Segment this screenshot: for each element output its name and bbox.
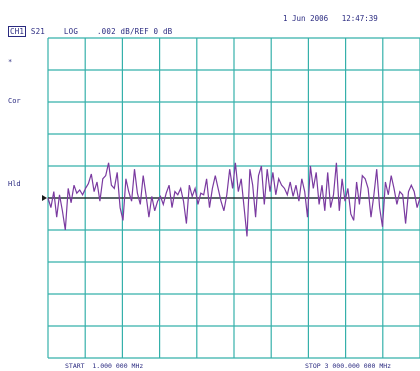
marker-indicator: * (8, 58, 13, 66)
format-label: LOG (63, 27, 79, 36)
measurement-trace (47, 162, 420, 237)
stop-frequency: STOP 3 000.000 000 MHz (305, 362, 392, 370)
scale-label: .002 dB/ (96, 27, 135, 36)
start-frequency: START 1.000 000 MHz (65, 362, 144, 370)
date-label: 1 Jun 2006 (283, 14, 329, 23)
correction-indicator: Cor (8, 97, 21, 105)
channel-indicator: CH1 (8, 26, 27, 37)
timestamp: 1 Jun 2006 12:47:39 (283, 14, 378, 23)
time-label: 12:47:39 (341, 14, 378, 23)
reference-marker-icon (42, 195, 47, 201)
hold-indicator: Hld (8, 180, 21, 188)
channel-status-line: CH1 S21 LOG .002 dB/REF 0 dB (8, 26, 173, 37)
reference-label: REF 0 dB (134, 27, 173, 36)
parameter-label: S21 (30, 27, 46, 36)
